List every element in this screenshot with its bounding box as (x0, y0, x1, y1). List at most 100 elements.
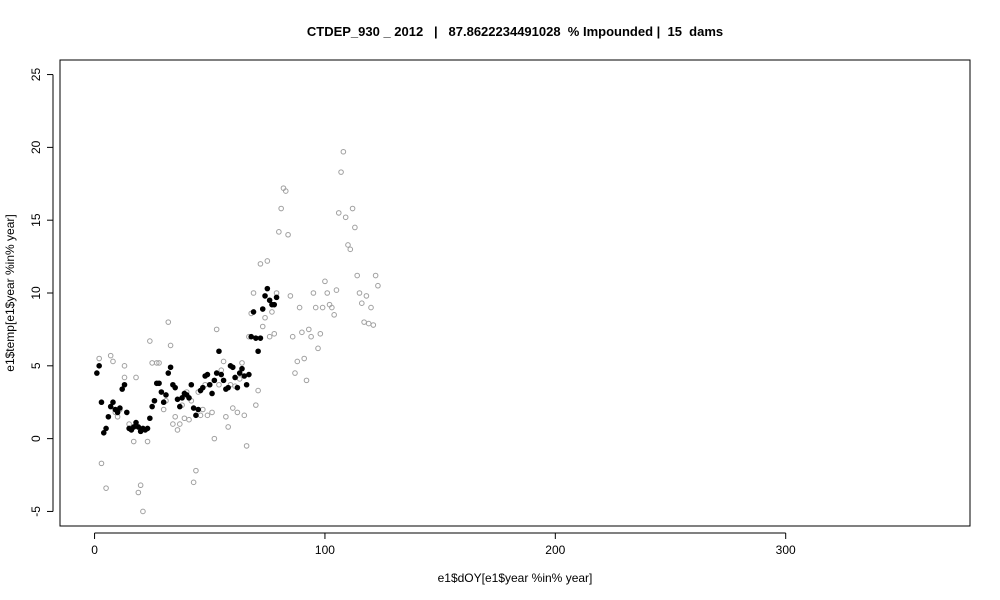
y-tick-label: 25 (29, 68, 43, 82)
y-axis-label: e1$temp[e1$year %in% year] (3, 214, 17, 371)
y-tick-label: -5 (29, 506, 43, 517)
data-point-open (140, 508, 146, 515)
data-point-open (243, 443, 250, 449)
data-point-open (193, 467, 199, 474)
data-point-open (149, 360, 155, 366)
data-point-open (133, 374, 139, 381)
data-point-open (121, 374, 128, 381)
data-point-filled (253, 335, 259, 341)
data-point-open (370, 322, 377, 328)
data-point-open (266, 333, 273, 340)
data-point-open (358, 300, 365, 306)
data-point-open (278, 205, 284, 212)
data-point-open (137, 482, 144, 489)
data-point-filled (188, 381, 195, 388)
data-point-open (255, 387, 261, 394)
data-point-filled (124, 409, 130, 416)
data-point-open (200, 406, 206, 413)
y-tick-label: 5 (29, 362, 43, 369)
data-point-open (253, 402, 259, 408)
x-axis-label: e1$dOY[e1$year %in% year] (438, 571, 593, 585)
data-point-open (197, 412, 204, 419)
x-tick-label: 0 (91, 543, 98, 557)
data-point-open (317, 330, 324, 337)
data-point-filled (248, 333, 255, 340)
data-point-open (269, 309, 275, 315)
data-point-filled (225, 384, 231, 391)
data-point-open (130, 438, 137, 445)
data-point-filled (133, 419, 139, 426)
data-point-filled (105, 413, 112, 420)
data-point-open (324, 290, 331, 296)
data-point-filled (229, 364, 236, 371)
data-point-open (186, 416, 192, 423)
data-point-open (213, 326, 220, 333)
data-point-open (176, 421, 183, 427)
data-point-open (165, 319, 172, 325)
data-point-open (181, 415, 188, 422)
data-point-filled (220, 377, 227, 384)
data-point-open (365, 320, 372, 327)
data-point-open (259, 323, 266, 330)
data-point-filled (239, 365, 245, 372)
data-point-open (375, 282, 381, 289)
data-point-open (147, 338, 153, 344)
data-point-filled (176, 403, 183, 410)
data-point-open (340, 148, 347, 155)
data-point-filled (151, 397, 158, 404)
data-point-filled (147, 415, 153, 422)
data-point-open (271, 330, 278, 337)
data-point-open (121, 363, 128, 369)
y-axis: -5 0 5 10 15 20 25 (29, 68, 54, 517)
data-point-open (174, 427, 181, 433)
data-point-filled (110, 399, 116, 406)
data-point-open (223, 413, 229, 420)
data-point-filled (167, 364, 174, 371)
data-point-open (349, 205, 356, 212)
data-point-filled (94, 370, 100, 376)
data-point-filled (149, 403, 155, 410)
data-point-open (156, 360, 162, 366)
data-point-filled (135, 424, 142, 430)
data-point-open (172, 413, 178, 420)
x-tick-label: 300 (776, 543, 796, 557)
data-point-filled (255, 348, 261, 355)
data-point-open (276, 229, 282, 235)
data-point-open (308, 333, 314, 340)
data-point-filled (107, 403, 114, 410)
data-point-open (296, 304, 303, 311)
data-point-open (234, 409, 241, 416)
data-point-open (153, 360, 160, 366)
data-point-open (331, 312, 337, 318)
x-tick-label: 200 (545, 543, 565, 557)
data-point-open (282, 188, 289, 194)
data-point-filled (103, 425, 109, 432)
data-point-filled (234, 384, 241, 391)
data-point-filled (121, 381, 128, 388)
data-point-filled (232, 374, 238, 381)
data-point-open (345, 242, 351, 248)
data-point-filled (266, 297, 273, 304)
data-point-open (229, 405, 236, 411)
data-point-filled (236, 370, 243, 376)
data-points (94, 148, 381, 515)
data-point-open (285, 231, 291, 238)
data-point-filled (243, 381, 250, 388)
data-point-filled (273, 294, 280, 301)
data-point-filled (163, 392, 169, 398)
y-tick-label: 15 (29, 213, 43, 227)
data-point-filled (206, 381, 213, 388)
data-point-open (209, 409, 215, 416)
data-point-open (160, 406, 167, 413)
data-point-filled (195, 406, 202, 413)
data-point-filled (257, 335, 264, 341)
data-point-open (239, 360, 245, 366)
data-point-filled (144, 425, 151, 432)
data-point-open (257, 261, 264, 267)
data-point-open (322, 278, 328, 285)
data-point-open (225, 424, 231, 430)
data-point-filled (259, 306, 266, 312)
data-point-open (236, 376, 243, 382)
data-point-filled (165, 370, 172, 376)
data-point-open (135, 489, 142, 496)
